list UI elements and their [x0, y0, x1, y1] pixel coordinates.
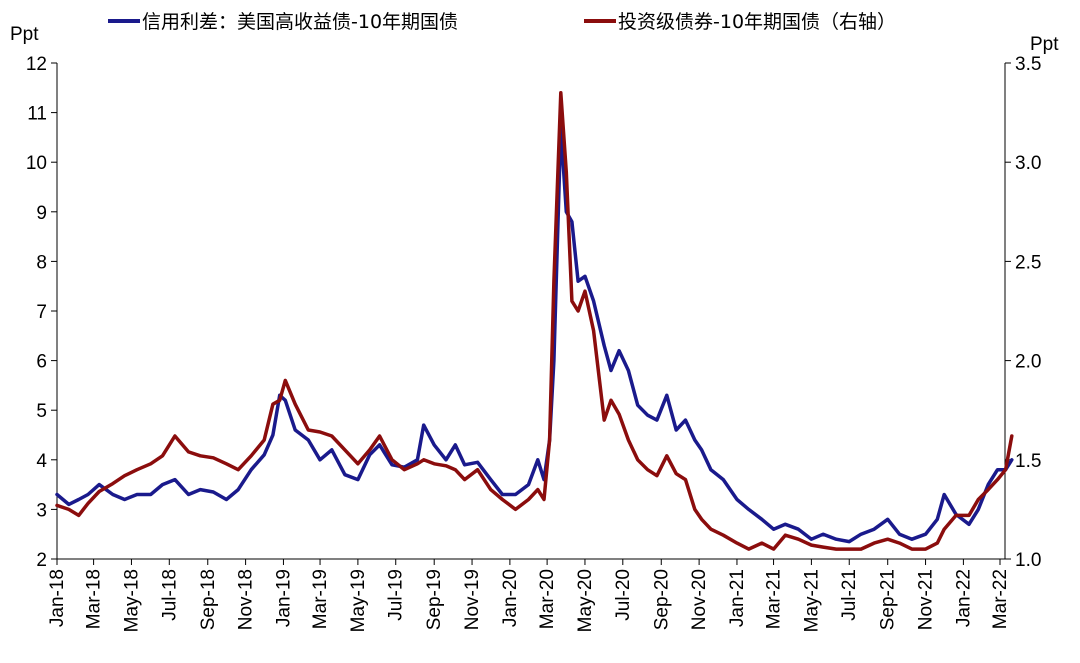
- left-axis-unit-label: Ppt: [10, 24, 39, 45]
- left-tick-label: 3: [36, 500, 47, 521]
- right-tick-label: 1.5: [1015, 451, 1041, 472]
- x-tick-label: Nov-20: [689, 569, 710, 630]
- left-tick-label: 9: [36, 203, 47, 224]
- x-tick-label: Jan-18: [47, 569, 68, 627]
- right-axis-ticks: 1.0 1.5 2.0 2.5 3.0 3.5: [1005, 54, 1041, 571]
- x-tick-label: Jan-19: [273, 569, 294, 627]
- legend-label-investment-grade: 投资级债券-10年期国债（右轴）: [618, 11, 896, 33]
- x-tick-label: Jul-21: [839, 569, 860, 621]
- right-tick-label: 2.5: [1015, 252, 1041, 273]
- x-tick-label: Sep-19: [424, 569, 445, 630]
- left-tick-label: 2: [36, 550, 47, 571]
- x-tick-label: May-20: [575, 569, 596, 632]
- left-tick-label: 10: [26, 153, 47, 174]
- left-tick-label: 11: [27, 104, 47, 125]
- x-tick-label: Jul-20: [613, 569, 634, 621]
- left-axis-ticks: 2 3 4 5 6 7 8 9 10 11 12: [26, 54, 57, 571]
- left-tick-label: 8: [36, 252, 47, 273]
- x-tick-label: Jan-21: [727, 569, 748, 627]
- right-tick-label: 3.5: [1015, 54, 1041, 75]
- series-line-high-yield-spread: [55, 125, 1014, 544]
- x-tick-label: May-19: [348, 569, 369, 632]
- x-tick-label: Mar-21: [764, 569, 785, 629]
- x-tick-label: Sep-18: [198, 569, 219, 630]
- x-tick-label: Jul-18: [159, 569, 180, 621]
- x-tick-label: Jan-22: [953, 569, 974, 627]
- right-tick-label: 1.0: [1015, 550, 1041, 571]
- left-tick-label: 6: [36, 352, 47, 373]
- x-tick-label: Mar-20: [537, 569, 558, 629]
- series-layer: [55, 91, 1014, 551]
- legend-label-high-yield: 信用利差：美国高收益债-10年期国债: [142, 11, 458, 33]
- x-tick-label: May-18: [121, 569, 142, 632]
- x-axis-ticks: Jan-18 Mar-18 May-18 Jul-18 Sep-18 Nov-18 Jan-…: [47, 559, 1011, 632]
- legend: 信用利差：美国高收益债-10年期国债 投资级债券-10年期国债（右轴）: [108, 11, 896, 33]
- left-tick-label: 4: [36, 451, 47, 472]
- x-tick-label: Mar-22: [990, 569, 1011, 629]
- x-tick-label: Mar-18: [84, 569, 105, 629]
- x-tick-label: Jan-20: [500, 569, 521, 627]
- left-tick-label: 7: [36, 302, 47, 323]
- x-tick-label: May-21: [801, 569, 822, 632]
- right-axis-unit-label: Ppt: [1030, 34, 1059, 55]
- x-tick-label: Sep-20: [651, 569, 672, 630]
- left-tick-label: 5: [36, 401, 47, 422]
- x-tick-label: Nov-18: [236, 569, 257, 630]
- x-tick-label: Nov-19: [462, 569, 483, 630]
- right-tick-label: 3.0: [1015, 153, 1041, 174]
- x-tick-label: Nov-21: [916, 569, 937, 630]
- left-tick-label: 12: [26, 54, 47, 75]
- x-tick-label: Mar-19: [310, 569, 331, 629]
- x-tick-label: Jul-19: [386, 569, 407, 621]
- right-tick-label: 2.0: [1015, 352, 1041, 373]
- x-tick-label: Sep-21: [878, 569, 899, 630]
- series-line-investment-grade-spread: [55, 91, 1014, 551]
